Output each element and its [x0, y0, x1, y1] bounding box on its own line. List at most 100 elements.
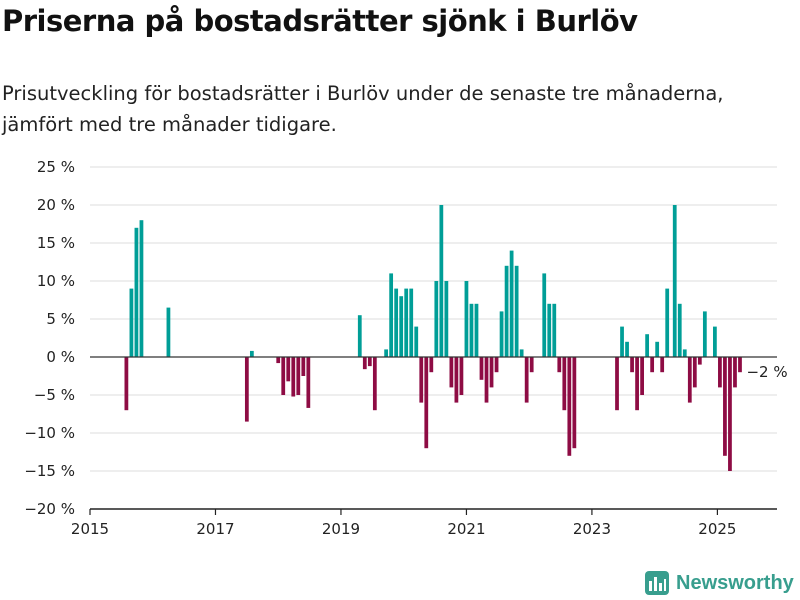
- bar: [547, 303, 552, 357]
- bar: [404, 288, 409, 357]
- bar: [687, 357, 692, 403]
- bar: [389, 273, 394, 357]
- bar: [372, 357, 377, 411]
- newsworthy-brand: Newsworthy: [644, 568, 794, 598]
- x-tick-label: 2025: [698, 520, 736, 538]
- y-tick-label: −15 %: [24, 462, 75, 480]
- bar: [291, 357, 296, 397]
- grid-lines: [90, 166, 777, 510]
- bar: [444, 281, 449, 357]
- bar: [562, 357, 567, 411]
- bar: [409, 288, 414, 357]
- bar: [134, 227, 139, 357]
- bar: [129, 288, 134, 357]
- last-value-label: −2 %: [746, 363, 787, 381]
- bar: [306, 357, 311, 408]
- bar: [424, 357, 429, 449]
- bar: [519, 349, 524, 357]
- bar: [733, 357, 737, 388]
- bars: [124, 205, 742, 471]
- y-tick-label: 15 %: [37, 234, 75, 252]
- bar: [660, 357, 665, 373]
- bar: [645, 334, 650, 357]
- bar: [723, 357, 727, 456]
- bar: [384, 349, 389, 357]
- bar: [454, 357, 459, 403]
- y-tick-label: 20 %: [37, 196, 75, 214]
- bar: [630, 357, 634, 373]
- bar: [655, 341, 660, 357]
- bar: [738, 357, 742, 373]
- bar: [394, 288, 399, 357]
- x-tick-label: 2023: [573, 520, 611, 538]
- y-tick-label: −5 %: [34, 386, 75, 404]
- newsworthy-brand-name: Newsworthy: [676, 571, 794, 594]
- bar: [677, 303, 682, 357]
- y-tick-label: −20 %: [24, 500, 75, 518]
- bar: [449, 357, 454, 388]
- bar: [469, 303, 474, 357]
- y-tick-label: 0 %: [46, 348, 75, 366]
- bar: [281, 357, 286, 395]
- x-tick-label: 2017: [196, 520, 234, 538]
- x-tick-label: 2019: [322, 520, 360, 538]
- bar: [665, 288, 670, 357]
- bar: [718, 357, 722, 388]
- bar: [552, 303, 557, 357]
- bar: [567, 357, 572, 456]
- bar: [494, 357, 499, 373]
- bar: [557, 357, 562, 373]
- bar: [474, 303, 479, 357]
- bar: [640, 357, 644, 395]
- bar: [529, 357, 534, 373]
- bar: [524, 357, 529, 403]
- bar: [484, 357, 489, 403]
- bar: [499, 311, 504, 357]
- bar: [728, 357, 732, 471]
- newsworthy-logo-icon: [645, 571, 669, 595]
- bar: [635, 357, 639, 411]
- bar: [650, 357, 655, 373]
- bar: [429, 357, 434, 373]
- bar: [296, 357, 301, 395]
- bar: [672, 205, 677, 357]
- y-tick-label: 5 %: [46, 310, 75, 328]
- bar: [620, 326, 624, 357]
- bar: [249, 350, 254, 357]
- bar: [509, 250, 514, 357]
- bar: [124, 357, 129, 411]
- bar: [362, 357, 367, 370]
- bar: [357, 315, 362, 357]
- x-axis: 2015 2017 2019 2021 2023 2025: [71, 508, 777, 538]
- bar: [464, 281, 469, 357]
- bar: [434, 281, 439, 357]
- bar: [489, 357, 494, 388]
- bar: [286, 357, 291, 382]
- bar: [572, 357, 577, 449]
- y-tick-label: −10 %: [24, 424, 75, 442]
- x-tick-label: 2015: [71, 520, 109, 538]
- chart-title: Priserna på bostadsrätter sjönk i Burlöv: [2, 4, 638, 38]
- y-tick-label: 25 %: [37, 158, 75, 176]
- bar: [414, 326, 419, 357]
- bar: [504, 265, 509, 357]
- bar: [367, 357, 372, 367]
- y-tick-label: 10 %: [37, 272, 75, 290]
- bar: [542, 273, 547, 357]
- bar: [625, 341, 629, 357]
- annotations: −2 %: [744, 361, 789, 383]
- bar: [139, 220, 144, 357]
- bar: [399, 296, 404, 357]
- bar: [713, 326, 717, 357]
- bar: [697, 357, 702, 365]
- bar: [301, 357, 306, 376]
- bar: [244, 357, 249, 422]
- chart-subtitle: Prisutveckling för bostadsrätter i Burlö…: [2, 82, 724, 136]
- bar: [439, 205, 444, 357]
- bar: [479, 357, 484, 380]
- bar: [276, 357, 281, 364]
- bar: [166, 307, 171, 357]
- bar: [459, 357, 464, 395]
- x-tick-label: 2021: [447, 520, 485, 538]
